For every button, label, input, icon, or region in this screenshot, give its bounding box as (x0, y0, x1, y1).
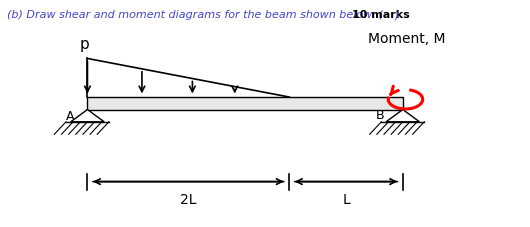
Text: ): ) (395, 10, 399, 20)
Text: Moment, M: Moment, M (368, 32, 446, 46)
Text: B: B (376, 109, 384, 122)
Text: 10 marks: 10 marks (352, 10, 410, 20)
Text: p: p (80, 37, 90, 52)
Text: (b) Draw shear and moment diagrams for the beam shown below. (: (b) Draw shear and moment diagrams for t… (7, 10, 383, 20)
Polygon shape (386, 109, 420, 122)
Polygon shape (71, 109, 104, 122)
Text: A: A (66, 110, 74, 123)
Text: L: L (342, 193, 350, 207)
Bar (87, 97, 403, 109)
Text: 2L: 2L (180, 193, 197, 207)
